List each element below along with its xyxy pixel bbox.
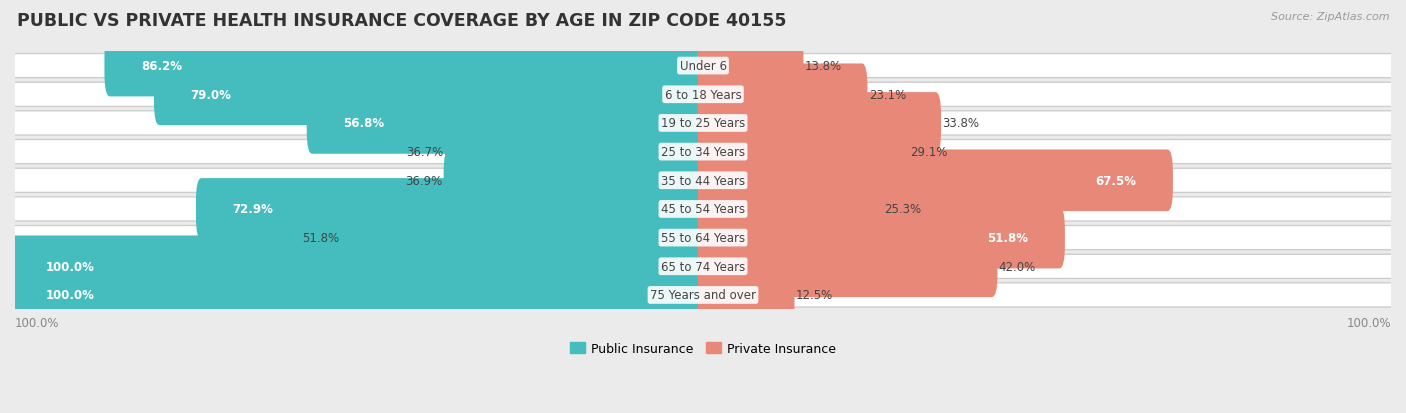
Text: 100.0%: 100.0% xyxy=(46,289,94,302)
FancyBboxPatch shape xyxy=(697,179,883,240)
FancyBboxPatch shape xyxy=(4,197,1402,221)
Text: 33.8%: 33.8% xyxy=(942,117,980,130)
FancyBboxPatch shape xyxy=(4,112,1402,135)
FancyBboxPatch shape xyxy=(697,121,908,183)
FancyBboxPatch shape xyxy=(10,264,709,326)
FancyBboxPatch shape xyxy=(307,93,709,154)
Text: 100.0%: 100.0% xyxy=(15,317,59,330)
Legend: Public Insurance, Private Insurance: Public Insurance, Private Insurance xyxy=(565,337,841,360)
Text: 25.3%: 25.3% xyxy=(884,203,921,216)
FancyBboxPatch shape xyxy=(697,36,803,97)
FancyBboxPatch shape xyxy=(4,226,1402,250)
Text: Source: ZipAtlas.com: Source: ZipAtlas.com xyxy=(1271,12,1389,22)
FancyBboxPatch shape xyxy=(104,36,709,97)
FancyBboxPatch shape xyxy=(15,284,1391,306)
Text: 29.1%: 29.1% xyxy=(910,146,948,159)
FancyBboxPatch shape xyxy=(697,236,997,297)
Text: 86.2%: 86.2% xyxy=(141,60,181,73)
Text: 19 to 25 Years: 19 to 25 Years xyxy=(661,117,745,130)
FancyBboxPatch shape xyxy=(195,179,709,240)
FancyBboxPatch shape xyxy=(15,84,1391,106)
Text: PUBLIC VS PRIVATE HEALTH INSURANCE COVERAGE BY AGE IN ZIP CODE 40155: PUBLIC VS PRIVATE HEALTH INSURANCE COVER… xyxy=(17,12,786,30)
Text: 42.0%: 42.0% xyxy=(998,260,1036,273)
FancyBboxPatch shape xyxy=(10,236,709,297)
FancyBboxPatch shape xyxy=(155,64,709,126)
FancyBboxPatch shape xyxy=(697,93,941,154)
Text: 100.0%: 100.0% xyxy=(46,260,94,273)
Text: 12.5%: 12.5% xyxy=(796,289,834,302)
FancyBboxPatch shape xyxy=(15,169,1391,192)
Text: 67.5%: 67.5% xyxy=(1095,174,1136,188)
Text: 36.9%: 36.9% xyxy=(405,174,443,188)
Text: 65 to 74 Years: 65 to 74 Years xyxy=(661,260,745,273)
Text: 100.0%: 100.0% xyxy=(1347,317,1391,330)
Text: 56.8%: 56.8% xyxy=(343,117,384,130)
Text: 72.9%: 72.9% xyxy=(232,203,273,216)
Text: 25 to 34 Years: 25 to 34 Years xyxy=(661,146,745,159)
FancyBboxPatch shape xyxy=(15,198,1391,221)
Text: 51.8%: 51.8% xyxy=(987,232,1028,244)
FancyBboxPatch shape xyxy=(4,283,1402,307)
FancyBboxPatch shape xyxy=(15,55,1391,78)
FancyBboxPatch shape xyxy=(697,150,1173,211)
FancyBboxPatch shape xyxy=(15,255,1391,278)
Text: 13.8%: 13.8% xyxy=(804,60,842,73)
FancyBboxPatch shape xyxy=(342,207,709,269)
FancyBboxPatch shape xyxy=(697,64,868,126)
FancyBboxPatch shape xyxy=(4,140,1402,164)
FancyBboxPatch shape xyxy=(446,121,709,183)
FancyBboxPatch shape xyxy=(15,112,1391,135)
FancyBboxPatch shape xyxy=(697,207,1064,269)
Text: 35 to 44 Years: 35 to 44 Years xyxy=(661,174,745,188)
Text: Under 6: Under 6 xyxy=(679,60,727,73)
Text: 23.1%: 23.1% xyxy=(869,88,905,102)
Text: 55 to 64 Years: 55 to 64 Years xyxy=(661,232,745,244)
Text: 6 to 18 Years: 6 to 18 Years xyxy=(665,88,741,102)
Text: 51.8%: 51.8% xyxy=(302,232,340,244)
Text: 75 Years and over: 75 Years and over xyxy=(650,289,756,302)
Text: 79.0%: 79.0% xyxy=(190,88,232,102)
FancyBboxPatch shape xyxy=(15,141,1391,164)
FancyBboxPatch shape xyxy=(4,55,1402,78)
Text: 45 to 54 Years: 45 to 54 Years xyxy=(661,203,745,216)
FancyBboxPatch shape xyxy=(4,169,1402,193)
FancyBboxPatch shape xyxy=(4,255,1402,279)
FancyBboxPatch shape xyxy=(15,227,1391,249)
FancyBboxPatch shape xyxy=(444,150,709,211)
FancyBboxPatch shape xyxy=(697,264,794,326)
FancyBboxPatch shape xyxy=(4,83,1402,107)
Text: 36.7%: 36.7% xyxy=(406,146,444,159)
